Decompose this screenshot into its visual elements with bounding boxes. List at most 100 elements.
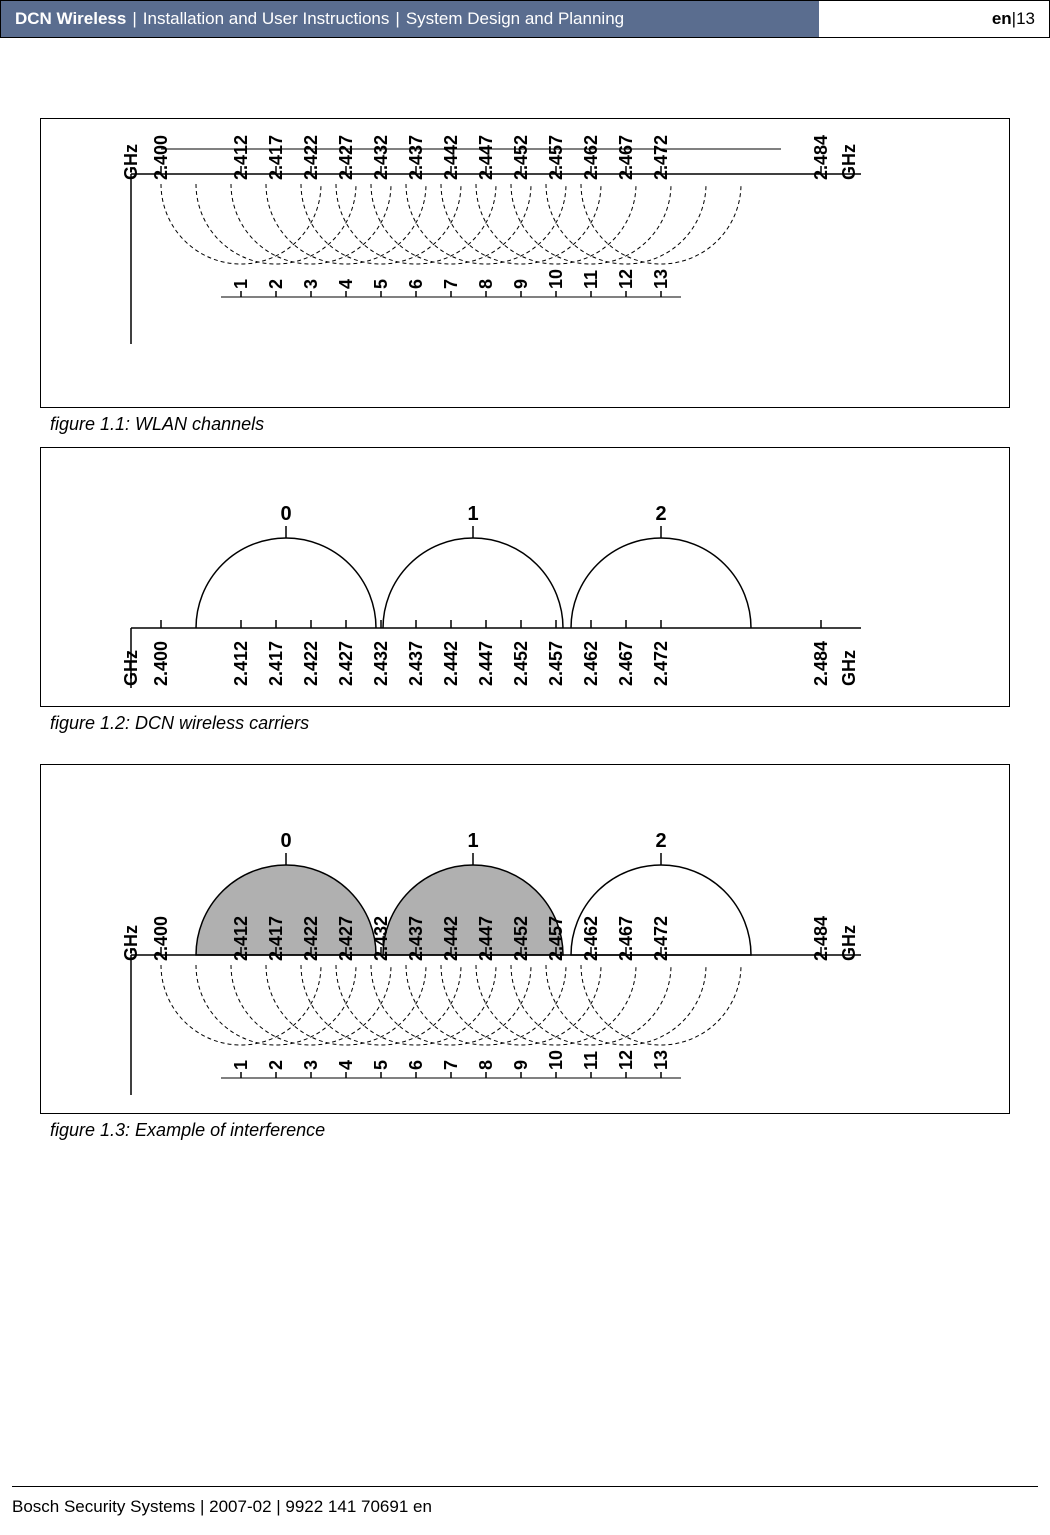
svg-text:2.412: 2.412 [231,916,251,961]
svg-text:5: 5 [371,1060,391,1070]
header-section: System Design and Planning [406,9,624,29]
figure-1-1-svg: 2.4002.4122.4172.4222.4272.4322.4372.442… [41,119,1001,405]
header-doc: Installation and User Instructions [143,9,390,29]
svg-text:2.447: 2.447 [476,916,496,961]
svg-text:0: 0 [280,830,291,852]
svg-text:6: 6 [406,1060,426,1070]
svg-text:2.427: 2.427 [336,641,356,686]
svg-text:2.467: 2.467 [616,916,636,961]
svg-text:2.400: 2.400 [151,916,171,961]
svg-text:2.462: 2.462 [581,916,601,961]
svg-text:2.472: 2.472 [651,135,671,180]
svg-text:2.452: 2.452 [511,916,531,961]
svg-text:2.417: 2.417 [266,641,286,686]
svg-text:2.472: 2.472 [651,916,671,961]
svg-text:2.422: 2.422 [301,135,321,180]
svg-text:GHz: GHz [839,925,859,961]
svg-text:2.452: 2.452 [511,641,531,686]
svg-text:2.417: 2.417 [266,916,286,961]
figure-1-2-box: 0122.4002.4122.4172.4222.4272.4322.4372.… [40,447,1010,707]
svg-text:2.447: 2.447 [476,135,496,180]
svg-text:3: 3 [301,1060,321,1070]
svg-text:2.412: 2.412 [231,135,251,180]
svg-text:2: 2 [655,503,666,525]
figure-1-3-box: 0122.4002.4122.4172.4222.4272.4322.4372.… [40,764,1010,1114]
svg-text:3: 3 [301,279,321,289]
svg-text:13: 13 [651,269,671,289]
svg-text:4: 4 [336,279,356,289]
header-page: 13 [1016,9,1035,29]
header-bar: DCN Wireless | Installation and User Ins… [0,0,1050,38]
svg-text:2.422: 2.422 [301,916,321,961]
svg-text:10: 10 [546,269,566,289]
svg-text:2.437: 2.437 [406,641,426,686]
header-right: en | 13 [819,1,1049,37]
figure-1-2-caption: figure 1.2: DCN wireless carriers [50,713,1010,734]
svg-text:5: 5 [371,279,391,289]
svg-text:2.457: 2.457 [546,641,566,686]
svg-text:0: 0 [280,503,291,525]
svg-text:12: 12 [616,269,636,289]
svg-text:2.442: 2.442 [441,916,461,961]
svg-text:GHz: GHz [121,925,141,961]
footer-text: Bosch Security Systems | 2007-02 | 9922 … [12,1497,432,1517]
svg-text:2.400: 2.400 [151,641,171,686]
figure-1-1-caption: figure 1.1: WLAN channels [50,414,1010,435]
svg-text:2.427: 2.427 [336,135,356,180]
svg-text:2.484: 2.484 [811,641,831,686]
svg-text:2.432: 2.432 [371,641,391,686]
svg-text:8: 8 [476,1060,496,1070]
svg-text:GHz: GHz [121,650,141,686]
svg-text:1: 1 [231,279,251,289]
svg-text:2.484: 2.484 [811,135,831,180]
svg-text:GHz: GHz [839,144,859,180]
svg-text:1: 1 [467,503,478,525]
svg-text:10: 10 [546,1050,566,1070]
svg-text:9: 9 [511,279,531,289]
svg-text:GHz: GHz [839,650,859,686]
svg-text:2.422: 2.422 [301,641,321,686]
svg-text:2.472: 2.472 [651,641,671,686]
figure-1-3-caption: figure 1.3: Example of interference [50,1120,1010,1141]
svg-text:2.432: 2.432 [371,916,391,961]
svg-text:9: 9 [511,1060,531,1070]
footer-line [12,1486,1038,1487]
svg-text:12: 12 [616,1050,636,1070]
svg-text:2.452: 2.452 [511,135,531,180]
header-sep-2: | [395,9,399,29]
svg-text:2.442: 2.442 [441,641,461,686]
svg-text:6: 6 [406,279,426,289]
svg-text:2.457: 2.457 [546,916,566,961]
header-lang: en [992,9,1012,29]
figure-1-3-svg: 0122.4002.4122.4172.4222.4272.4322.4372.… [41,765,1001,1111]
svg-text:7: 7 [441,1060,461,1070]
svg-text:2: 2 [266,1060,286,1070]
svg-text:8: 8 [476,279,496,289]
svg-text:2.432: 2.432 [371,135,391,180]
svg-text:2.462: 2.462 [581,135,601,180]
svg-text:13: 13 [651,1050,671,1070]
svg-text:2.437: 2.437 [406,135,426,180]
svg-text:2.467: 2.467 [616,135,636,180]
svg-text:2: 2 [655,830,666,852]
figure-1-1-box: 2.4002.4122.4172.4222.4272.4322.4372.442… [40,118,1010,408]
svg-text:11: 11 [581,1051,601,1070]
svg-text:2.437: 2.437 [406,916,426,961]
figure-1-2-svg: 0122.4002.4122.4172.4222.4272.4322.4372.… [41,448,1001,704]
svg-text:2.484: 2.484 [811,916,831,961]
svg-text:2.462: 2.462 [581,641,601,686]
svg-text:2.442: 2.442 [441,135,461,180]
svg-text:2: 2 [266,279,286,289]
svg-text:2.457: 2.457 [546,135,566,180]
svg-text:2.447: 2.447 [476,641,496,686]
svg-text:4: 4 [336,1060,356,1070]
svg-text:2.400: 2.400 [151,135,171,180]
svg-text:2.467: 2.467 [616,641,636,686]
svg-text:7: 7 [441,279,461,289]
header-sep-1: | [132,9,136,29]
header-left: DCN Wireless | Installation and User Ins… [1,1,819,37]
svg-text:GHz: GHz [121,144,141,180]
svg-text:1: 1 [467,830,478,852]
svg-text:11: 11 [581,270,601,289]
svg-text:1: 1 [231,1060,251,1070]
